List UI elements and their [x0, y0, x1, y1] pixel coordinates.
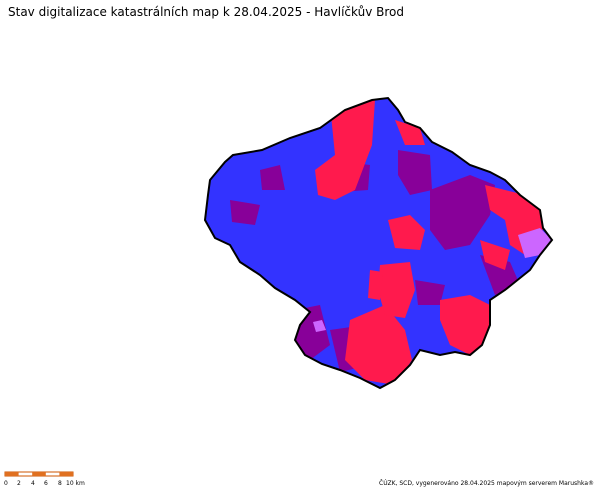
district-map	[205, 98, 552, 388]
scale-bar: 0 2 4 6 8 10 km	[4, 471, 85, 487]
scale-bar-segment	[5, 472, 19, 476]
scale-label: 4	[31, 480, 35, 487]
credit: ČÚZK, SCD, vygenerováno 28.04.2025 mapov…	[379, 480, 594, 487]
map-title: Stav digitalizace katastrálních map k 28…	[8, 5, 404, 19]
scale-bar-segment	[32, 472, 46, 476]
scale-label: 8	[58, 480, 62, 487]
district-border	[203, 96, 554, 390]
scale-label: 10 km	[66, 480, 85, 487]
scale-label: 6	[44, 480, 48, 487]
vector-area-small	[313, 320, 326, 332]
scale-label: 0	[4, 480, 8, 487]
scale-label: 2	[17, 480, 21, 487]
scale-bar-segment	[59, 472, 73, 476]
